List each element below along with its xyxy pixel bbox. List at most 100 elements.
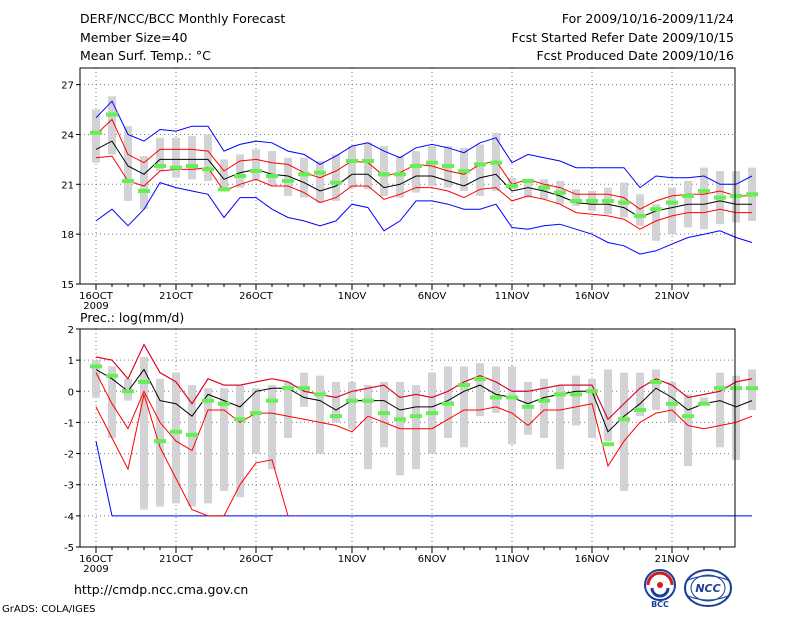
temp-median-mark (490, 160, 502, 165)
temp-ytick-label: 24 (61, 130, 74, 141)
prec-box (268, 385, 276, 470)
prec-median-mark (506, 395, 518, 400)
prec-min-line (95, 440, 752, 517)
temp-median-mark (330, 180, 342, 185)
prec-median-mark (522, 404, 534, 409)
temp-box (220, 159, 228, 191)
prec-median-mark (298, 386, 310, 391)
prec-box (556, 385, 564, 470)
prec-median-mark (314, 392, 326, 397)
temp-box (636, 194, 644, 226)
temp-box (348, 146, 356, 188)
temp-median-mark (186, 164, 198, 169)
temp-xtick-label: 16OCT (79, 291, 114, 302)
website-url[interactable]: http://cmdp.ncc.cma.gov.cn (74, 582, 249, 597)
temp-median-mark (650, 207, 662, 212)
prec-ytick-label: 0 (68, 387, 74, 398)
grads-credit: GrADS: COLA/IGES (2, 604, 96, 615)
temp-median-mark (234, 174, 246, 178)
prec-median-mark (746, 386, 758, 391)
prec-box (492, 366, 500, 414)
prec-lower-line (95, 372, 753, 468)
prec-xtick-label: 21OCT (159, 554, 194, 565)
temp-box (172, 137, 180, 178)
temp-xtick-label: 11NOV (495, 291, 530, 302)
prec-median-mark (394, 417, 406, 422)
temp-median-mark (250, 169, 262, 174)
variable-label: Mean Surf. Temp.: °C (80, 48, 211, 63)
prec-box (684, 394, 692, 467)
temp-min-line (95, 182, 753, 255)
temp-median-mark (698, 188, 710, 193)
prec-ytick-label: -3 (64, 481, 74, 492)
prec-box (188, 385, 196, 507)
temp-xtick-label: 26OCT (239, 291, 274, 302)
prec-median-mark (282, 386, 294, 391)
temp-median-mark (538, 185, 550, 190)
temp-median-mark (602, 198, 614, 203)
temp-box (124, 126, 132, 201)
prec-xtick-label: 6NOV (418, 554, 447, 565)
prec-box (92, 360, 100, 398)
temp-box (332, 154, 340, 201)
temp-box (156, 137, 164, 172)
prec-median-mark (170, 429, 182, 434)
prec-ytick-label: 2 (68, 325, 74, 336)
prec-box (716, 372, 724, 448)
prec-box (140, 357, 148, 510)
prec-ytick-label: -2 (64, 450, 74, 461)
ncc-logo-text: NCC (695, 582, 720, 595)
temp-box (668, 187, 676, 235)
prec-xtick-sublabel: 2009 (83, 564, 108, 575)
temp-median-mark (442, 164, 454, 169)
prec-median-mark (154, 439, 166, 444)
prec-box (508, 366, 516, 445)
temp-median-mark (618, 200, 630, 205)
prec-ytick-label: 1 (68, 356, 74, 367)
prec-box (732, 375, 740, 460)
temp-box (620, 182, 628, 218)
prec-box (620, 372, 628, 491)
prec-box (636, 372, 644, 417)
temp-median-mark (218, 187, 230, 192)
temp-median-mark (474, 162, 486, 167)
prec-median-mark (682, 414, 694, 419)
temp-box (316, 161, 324, 203)
temp-median-mark (410, 164, 422, 169)
prec-median-mark (330, 414, 342, 419)
prec-box (316, 375, 324, 454)
prec-box (476, 363, 484, 417)
prec-ytick-label: -4 (64, 512, 74, 523)
prec-median-mark (650, 379, 662, 384)
temp-median-mark (346, 159, 358, 164)
prec-median-mark (490, 395, 502, 400)
prec-box (172, 372, 180, 504)
temp-upper-line (95, 118, 752, 210)
prec-frame (79, 328, 736, 548)
temp-xtick-sublabel: 2009 (83, 301, 108, 312)
prec-box (108, 366, 116, 438)
temp-box (204, 134, 212, 181)
prec-median-mark (458, 383, 470, 388)
prec-upper-line (95, 343, 753, 421)
temp-median-mark (298, 172, 310, 177)
temp-frame (79, 67, 736, 285)
temp-xtick-label: 21NOV (655, 291, 690, 302)
prec-box (412, 385, 420, 470)
prec-median-mark (602, 442, 614, 447)
prec-xtick-label: 16NOV (575, 554, 610, 565)
prec-median-mark (426, 411, 438, 416)
prec-mean-line (95, 368, 753, 433)
temp-box (284, 157, 292, 196)
prec-median-mark (122, 389, 134, 394)
temp-box (700, 167, 708, 230)
temp-xtick-label: 6NOV (418, 291, 447, 302)
prec-box (700, 397, 708, 404)
temp-median-mark (266, 174, 278, 178)
prec-median-mark (234, 417, 246, 422)
prec-median-mark (218, 401, 230, 406)
prec-ytick-label: -5 (64, 543, 74, 554)
prec-median-mark (106, 373, 118, 378)
temp-ytick-label: 21 (61, 180, 74, 191)
